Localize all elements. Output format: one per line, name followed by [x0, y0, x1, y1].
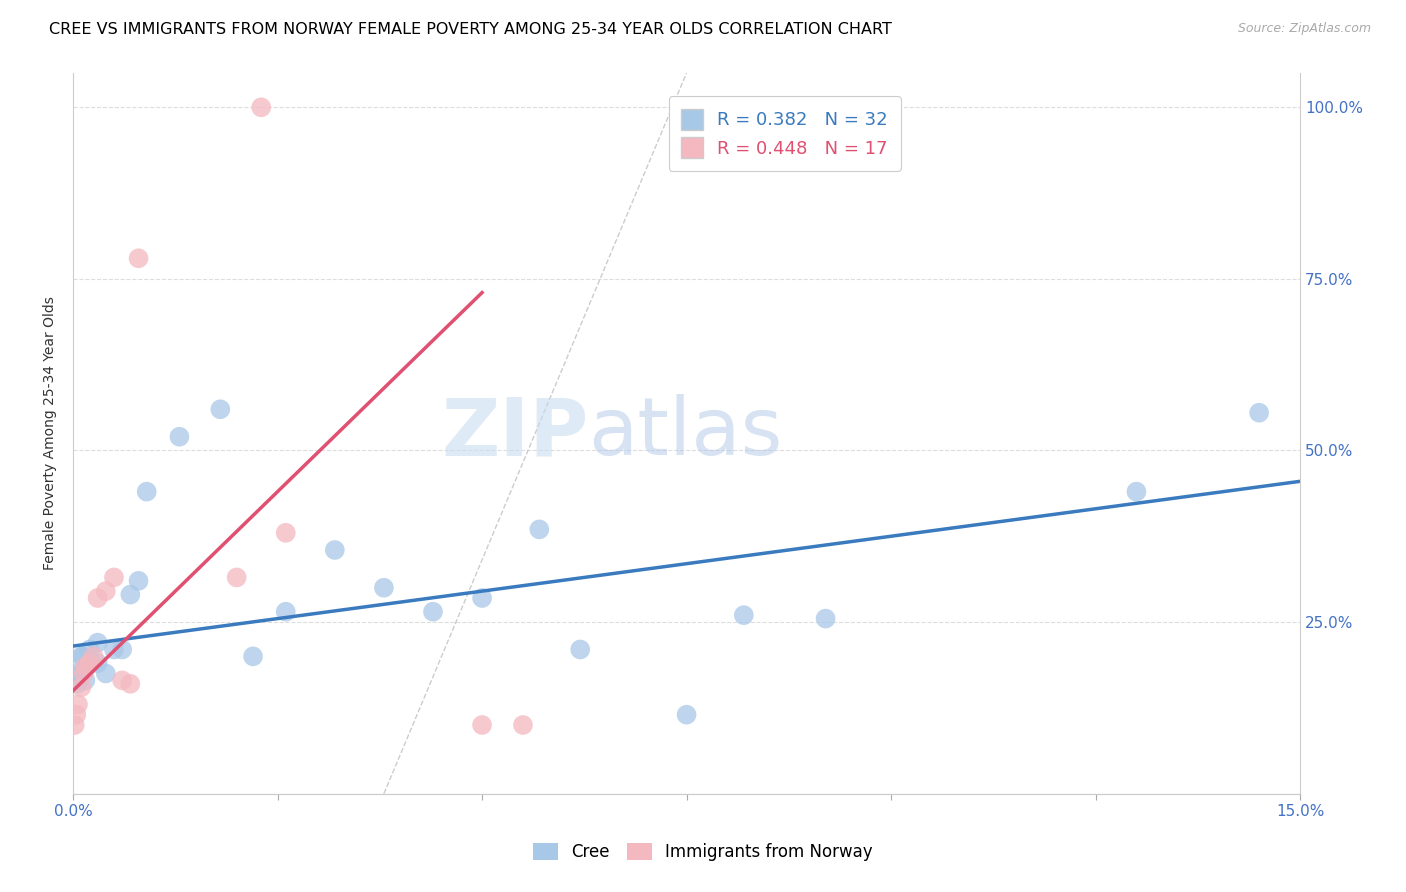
Point — [422, 605, 444, 619]
Point — [274, 525, 297, 540]
Text: atlas: atlas — [588, 394, 783, 472]
Point — [373, 581, 395, 595]
Point — [66, 698, 89, 712]
Point — [103, 642, 125, 657]
Legend: R = 0.382   N = 32, R = 0.448   N = 17: R = 0.382 N = 32, R = 0.448 N = 17 — [669, 96, 901, 170]
Text: ZIP: ZIP — [441, 394, 588, 472]
Point — [733, 608, 755, 623]
Point — [73, 666, 96, 681]
Point — [135, 484, 157, 499]
Point — [675, 707, 697, 722]
Point — [169, 430, 191, 444]
Point — [86, 635, 108, 649]
Point — [323, 543, 346, 558]
Point — [274, 605, 297, 619]
Point — [128, 252, 150, 266]
Point — [814, 611, 837, 625]
Point — [83, 649, 105, 664]
Point — [111, 673, 134, 688]
Point — [79, 653, 101, 667]
Point — [86, 591, 108, 605]
Point — [72, 649, 94, 664]
Point — [1249, 406, 1271, 420]
Point — [250, 100, 273, 114]
Point — [65, 666, 87, 681]
Point — [103, 570, 125, 584]
Point — [209, 402, 232, 417]
Point — [66, 677, 89, 691]
Point — [63, 718, 86, 732]
Point — [529, 522, 551, 536]
Point — [120, 588, 142, 602]
Point — [79, 642, 101, 657]
Point — [79, 657, 101, 671]
Point — [120, 677, 142, 691]
Point — [75, 673, 97, 688]
Point — [111, 642, 134, 657]
Y-axis label: Female Poverty Among 25-34 Year Olds: Female Poverty Among 25-34 Year Olds — [44, 296, 58, 570]
Point — [1125, 484, 1147, 499]
Point — [65, 707, 87, 722]
Point — [471, 718, 494, 732]
Legend: Cree, Immigrants from Norway: Cree, Immigrants from Norway — [527, 836, 879, 868]
Point — [67, 673, 90, 688]
Point — [225, 570, 247, 584]
Point — [471, 591, 494, 605]
Point — [70, 680, 93, 694]
Point — [512, 718, 534, 732]
Point — [70, 666, 93, 681]
Point — [94, 666, 117, 681]
Point — [70, 649, 93, 664]
Point — [94, 584, 117, 599]
Text: CREE VS IMMIGRANTS FROM NORWAY FEMALE POVERTY AMONG 25-34 YEAR OLDS CORRELATION : CREE VS IMMIGRANTS FROM NORWAY FEMALE PO… — [49, 22, 891, 37]
Point — [569, 642, 592, 657]
Text: Source: ZipAtlas.com: Source: ZipAtlas.com — [1237, 22, 1371, 36]
Point — [242, 649, 264, 664]
Point — [128, 574, 150, 588]
Point — [75, 659, 97, 673]
Point — [86, 657, 108, 671]
